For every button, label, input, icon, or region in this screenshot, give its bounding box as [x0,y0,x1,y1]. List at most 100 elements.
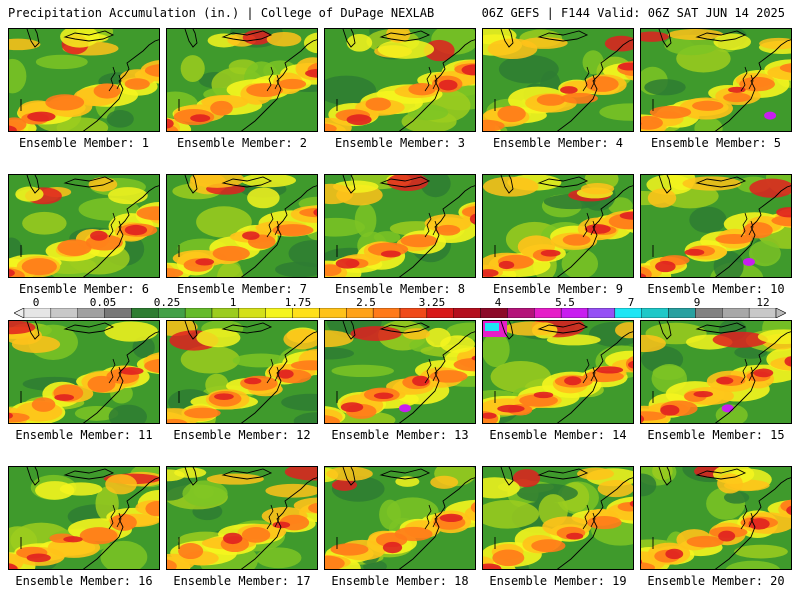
precip-field-map [9,29,159,131]
ensemble-member-label: Ensemble Member: 15 [647,428,785,442]
colorbar-tick-label: 9 [693,296,701,309]
ensemble-map-8 [324,174,476,278]
ensemble-member-label: Ensemble Member: 18 [331,574,469,588]
ensemble-member-label: Ensemble Member: 7 [176,282,308,296]
precip-field-map [483,321,633,423]
precip-field-map [483,175,633,277]
precip-field-map [325,175,475,277]
ensemble-member-label: Ensemble Member: 13 [331,428,469,442]
colorbar-swatch [265,308,293,318]
precip-field-map [483,29,633,131]
ensemble-member-label: Ensemble Member: 17 [173,574,311,588]
ensemble-map-5 [640,28,792,132]
colorbar-swatch [158,308,186,318]
colorbar-swatch [641,308,669,318]
ensemble-member-label: Ensemble Member: 2 [176,136,308,150]
product-title: Precipitation Accumulation (in.) | Colle… [8,6,435,20]
colorbar-swatch [507,308,535,318]
ensemble-map-4 [482,28,634,132]
colorbar-swatch [346,308,374,318]
colorbar-left-arrow [14,308,25,318]
colorbar-swatch [319,308,347,318]
colorbar-swatch [50,308,78,318]
ensemble-map-12 [166,320,318,424]
ensemble-map-6 [8,174,160,278]
ensemble-map-1 [8,28,160,132]
ensemble-map-13 [324,320,476,424]
colorbar-tick-label: 0.05 [89,296,117,309]
colorbar-swatch [748,308,777,318]
ensemble-member-label: Ensemble Member: 1 [18,136,150,150]
precip-field-map [325,321,475,423]
precip-field-map [9,175,159,277]
ensemble-map-11 [8,320,160,424]
colorbar-swatch [668,308,696,318]
ensemble-map-16 [8,466,160,570]
precip-field-map [641,321,791,423]
ensemble-member-label: Ensemble Member: 20 [647,574,785,588]
colorbar-swatch [104,308,132,318]
colorbar-swatch [131,308,159,318]
precip-field-map [483,467,633,569]
precip-field-map [641,467,791,569]
colorbar-swatch [211,308,240,318]
ensemble-map-7 [166,174,318,278]
colorbar-legend: 0 0.05 0.25 1 1.75 2.5 3.25 4 5.5 7 9 12 [0,296,800,320]
colorbar-tick-label: 12 [756,296,770,309]
precip-field-map [9,467,159,569]
ensemble-member-label: Ensemble Member: 6 [18,282,150,296]
ensemble-member-label: Ensemble Member: 4 [492,136,624,150]
ensemble-member-label: Ensemble Member: 3 [334,136,466,150]
colorbar-swatch [399,308,428,318]
colorbar-swatch [426,308,454,318]
ensemble-map-20 [640,466,792,570]
precip-field-map [9,321,159,423]
ensemble-member-label: Ensemble Member: 16 [15,574,153,588]
colorbar-tick-label: 2.5 [356,296,376,309]
ensemble-member-label: Ensemble Member: 14 [489,428,627,442]
ensemble-member-label: Ensemble Member: 8 [334,282,466,296]
model-valid-time: 06Z GEFS | F144 Valid: 06Z SAT JUN 14 20… [481,6,785,20]
colorbar-swatch [614,308,642,318]
ensemble-map-2 [166,28,318,132]
ensemble-member-label: Ensemble Member: 11 [15,428,153,442]
colorbar-swatch [587,308,616,318]
precip-field-map [641,175,791,277]
colorbar-right-arrow [775,308,786,318]
ensemble-map-3 [324,28,476,132]
colorbar-swatch [534,308,562,318]
ensemble-map-18 [324,466,476,570]
colorbar-tick-label: 7 [627,296,635,309]
ensemble-map-10 [640,174,792,278]
colorbar-tick-label: 4 [494,296,502,309]
colorbar-tick-label: 1 [229,296,237,309]
ensemble-map-9 [482,174,634,278]
ensemble-member-label: Ensemble Member: 19 [489,574,627,588]
ensemble-map-15 [640,320,792,424]
colorbar-tick-label: 0.25 [153,296,181,309]
precip-field-map [167,321,317,423]
ensemble-member-label: Ensemble Member: 10 [647,282,785,296]
colorbar-swatch [480,308,508,318]
precip-field-map [167,467,317,569]
colorbar-swatch [372,308,401,318]
header: Precipitation Accumulation (in.) | Colle… [0,0,800,22]
ensemble-map-17 [166,466,318,570]
colorbar-tick-label: 0 [32,296,40,309]
colorbar-swatch [77,308,105,318]
colorbar-swatch [184,308,213,318]
precip-field-map [167,175,317,277]
precip-field-map [325,29,475,131]
ensemble-member-label: Ensemble Member: 9 [492,282,624,296]
colorbar-tick-label: 5.5 [555,296,575,309]
colorbar-swatch [560,308,589,318]
colorbar-strip [14,308,786,318]
ensemble-member-label: Ensemble Member: 12 [173,428,311,442]
precip-field-map [325,467,475,569]
colorbar-swatch [722,308,750,318]
ensemble-member-label: Ensemble Member: 5 [650,136,782,150]
colorbar-swatch [238,308,266,318]
ensemble-map-14 [482,320,634,424]
colorbar-swatch [453,308,481,318]
precip-field-map [641,29,791,131]
